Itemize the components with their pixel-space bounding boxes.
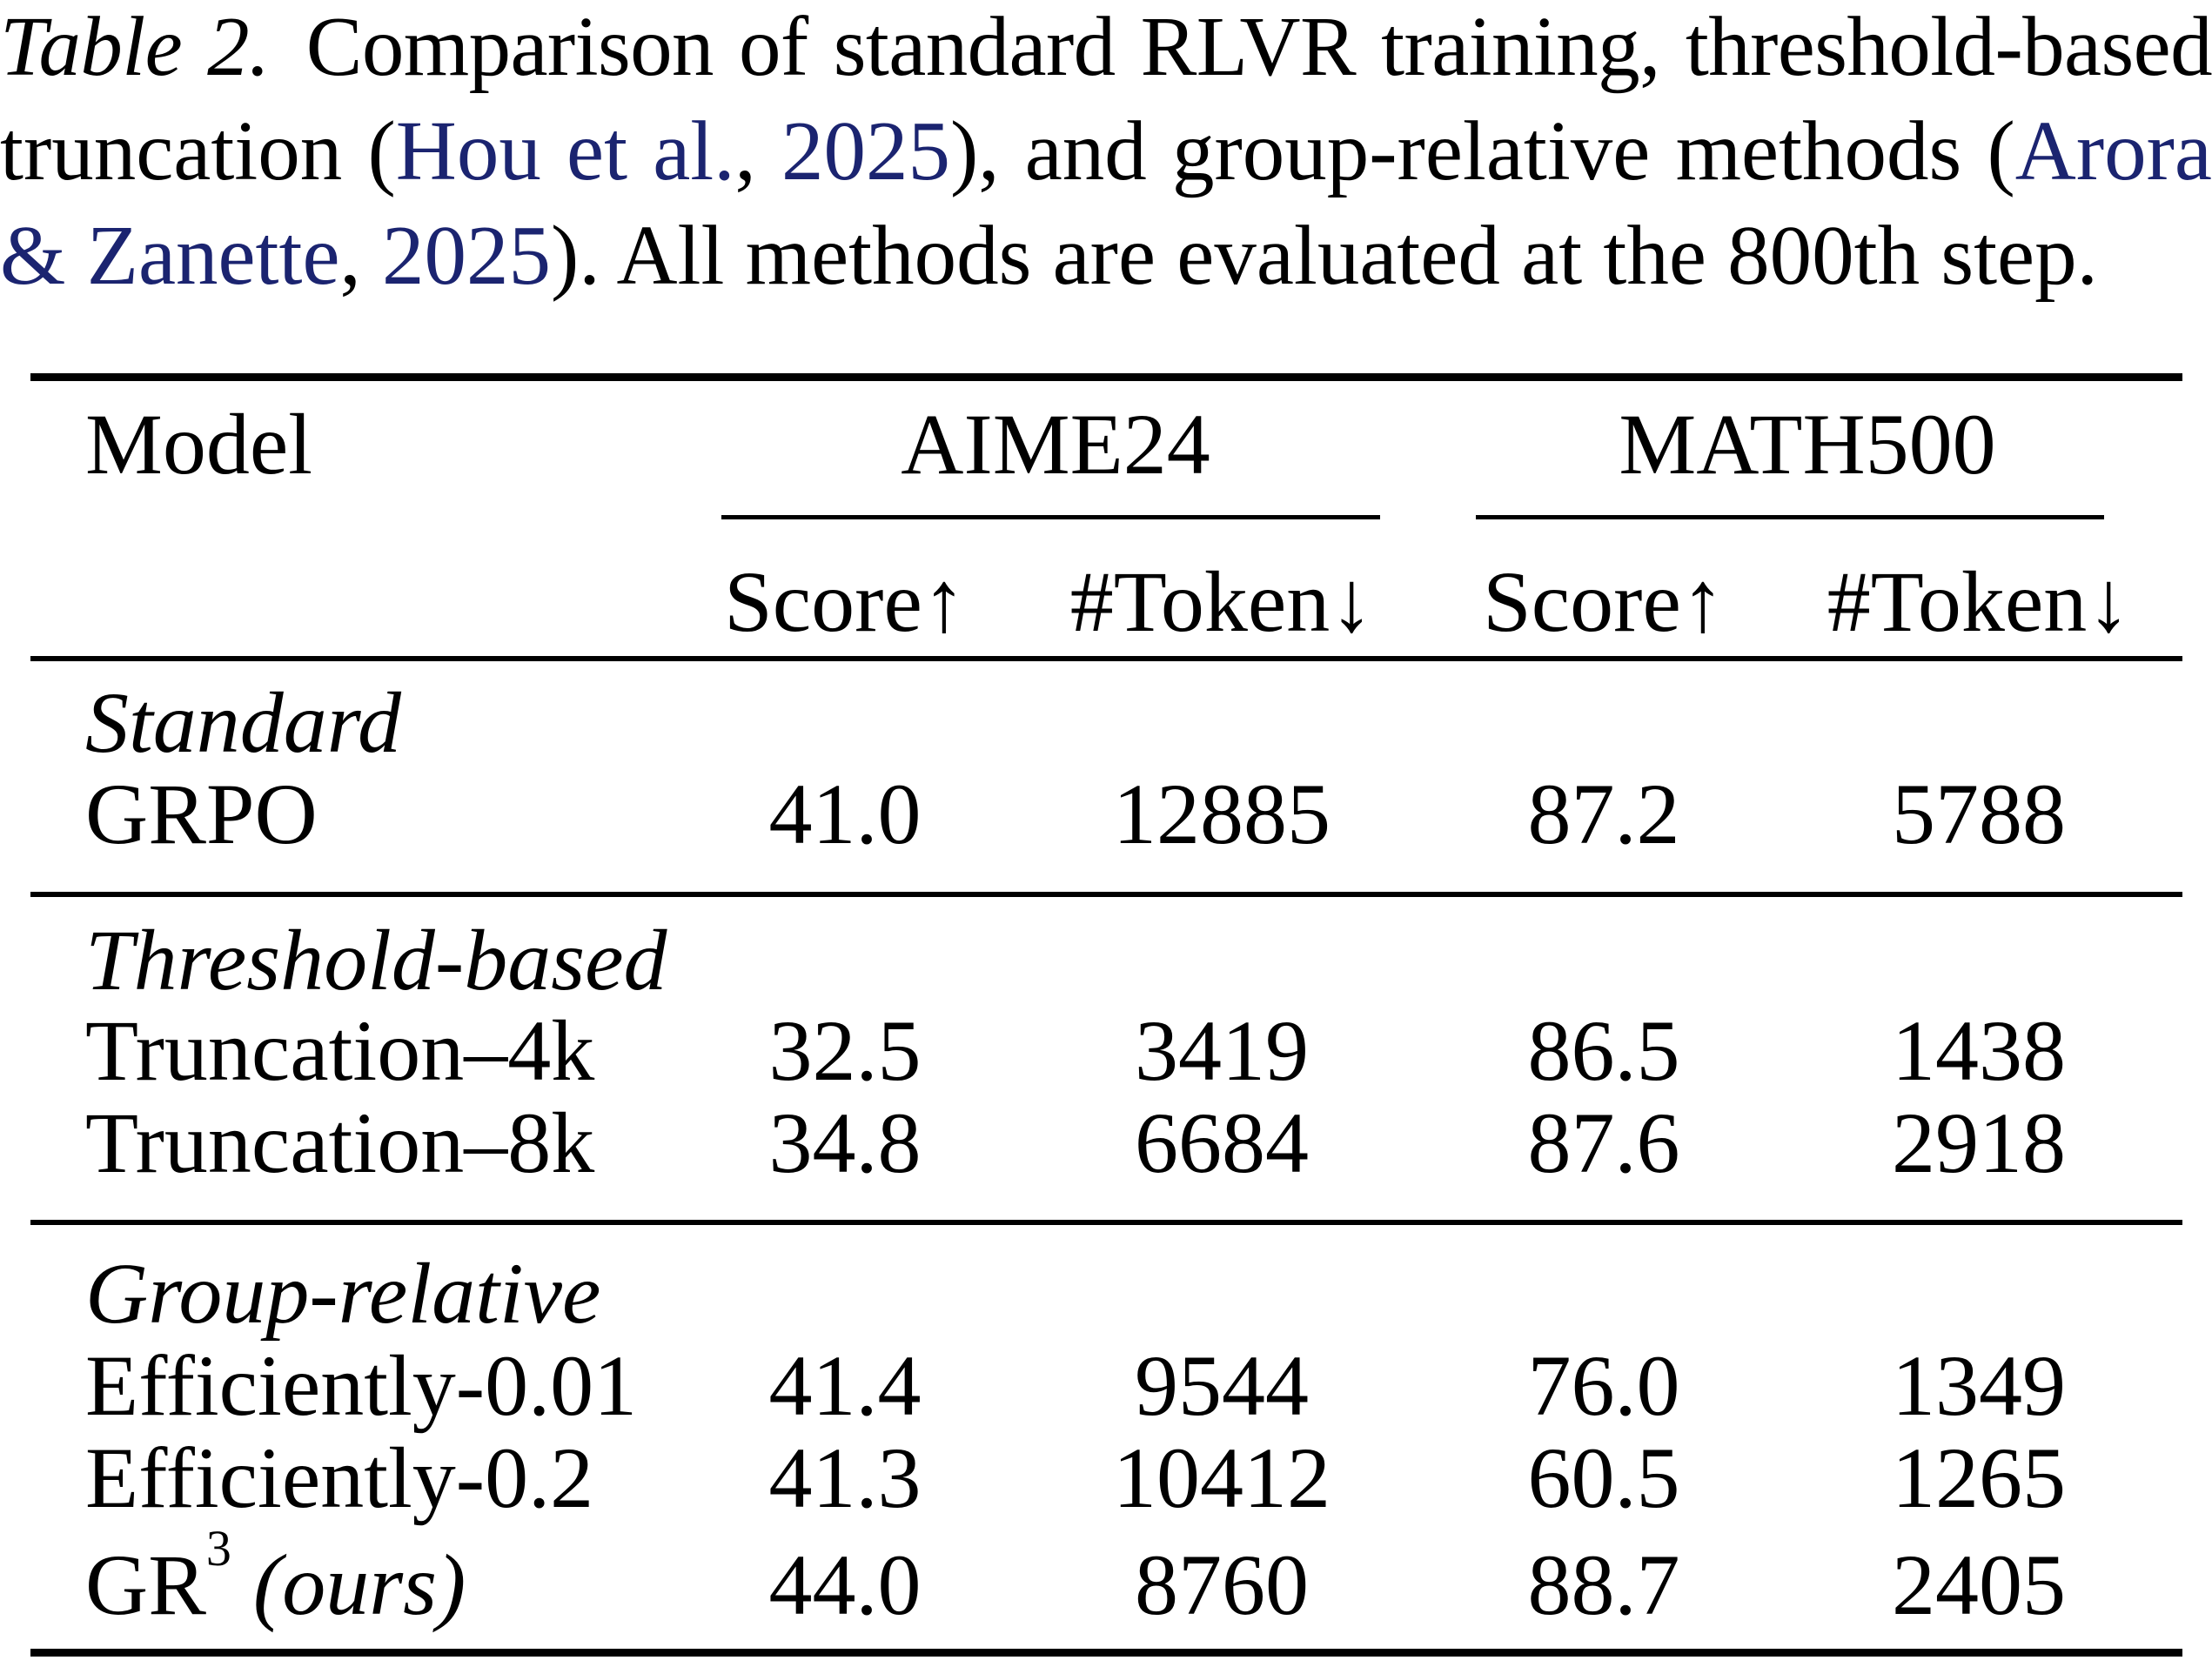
section-label-standard: Standard	[85, 674, 401, 771]
cell-efficiently-0.01-math500-tokens: 1349	[1892, 1337, 2066, 1434]
cell-truncation-4k-math500-score: 86.5	[1527, 1002, 1680, 1099]
cell-efficiently-0.2-model: Efficiently-0.2	[85, 1429, 594, 1526]
section-row-group-relative: Group-relative	[0, 1250, 2212, 1337]
caption-table-label: Table 2.	[0, 0, 270, 93]
cell-grpo-model: GRPO	[85, 766, 318, 862]
cell-grpo-aime24-tokens: 12885	[1113, 766, 1331, 862]
cell-truncation-8k-math500-score: 87.6	[1527, 1095, 1680, 1191]
cell-gr3-math500-tokens: 2405	[1892, 1536, 2066, 1633]
cell-truncation-8k-model: Truncation–8k	[85, 1095, 595, 1191]
gr3-model-superscript: 3	[205, 1520, 231, 1577]
cmidrule-math500	[1476, 515, 2104, 519]
citation-link-arora-authors-part1[interactable]: Arora	[2014, 104, 2212, 197]
cmidrule-aime24	[721, 515, 1380, 519]
table-header-rule	[30, 656, 2182, 661]
table-bottomrule	[30, 1649, 2182, 1657]
caption-line-1: Table 2. Comparison of standard RLVR trai…	[0, 3, 2212, 90]
cell-truncation-8k-aime24-score: 34.8	[768, 1095, 922, 1191]
caption-text: truncation (	[0, 104, 396, 197]
cell-truncation-4k-aime24-tokens: 3419	[1135, 1002, 1309, 1099]
caption-text: Comparison of standard RLVR training, th…	[305, 0, 2212, 93]
caption-line-3: & Zanette, 2025). All methods are evalua…	[0, 212, 2212, 299]
citation-link-arora-authors-part2[interactable]: & Zanette	[0, 209, 340, 302]
section-row-standard: Standard	[0, 680, 2212, 767]
cell-truncation-4k-math500-tokens: 1438	[1892, 1002, 2066, 1099]
cell-efficiently-0.01-aime24-tokens: 9544	[1135, 1337, 1309, 1434]
cell-efficiently-0.01-model: Efficiently-0.01	[85, 1337, 638, 1434]
cell-efficiently-0.2-aime24-tokens: 10412	[1113, 1429, 1331, 1526]
cell-truncation-4k-model: Truncation–4k	[85, 1002, 595, 1099]
cell-grpo-math500-score: 87.2	[1527, 766, 1680, 862]
section-row-threshold-based: Threshold-based	[0, 917, 2212, 1004]
cell-gr3-aime24-tokens: 8760	[1135, 1536, 1309, 1633]
cell-efficiently-0.01-aime24-score: 41.4	[768, 1337, 922, 1434]
cell-efficiently-0.01-math500-score: 76.0	[1527, 1337, 1680, 1434]
gr3-model-base: GR	[85, 1536, 206, 1633]
group-header-math500: MATH500	[1619, 396, 1996, 492]
gr3-model-note: (ours)	[252, 1536, 466, 1633]
subheader-aime24-tokens: #Token↓	[1069, 553, 1374, 650]
section-label-threshold-based: Threshold-based	[85, 912, 667, 1008]
subheader-math500-score: Score↑	[1483, 553, 1725, 650]
subheader-aime24-score: Score↑	[724, 553, 966, 650]
cell-grpo-math500-tokens: 5788	[1892, 766, 2066, 862]
table-midrule-1	[30, 892, 2182, 897]
cell-efficiently-0.2-math500-score: 60.5	[1527, 1429, 1680, 1526]
caption-text: ), and group-relative methods (	[949, 104, 2015, 197]
table-row-gr3-ours: GR3 (ours) 44.0 8760 88.7 2405	[0, 1523, 2212, 1633]
table-toprule	[30, 373, 2182, 381]
citation-link-hou-authors[interactable]: Hou et al.	[395, 104, 735, 197]
caption-text: ,	[734, 104, 781, 197]
table-row-truncation-4k: Truncation–4k 32.5 3419 86.5 1438	[0, 1008, 2212, 1095]
caption-text: ). All methods are evaluated at the 800t…	[551, 209, 2098, 302]
caption-text: ,	[339, 209, 383, 302]
cell-efficiently-0.2-aime24-score: 41.3	[768, 1429, 922, 1526]
table-header-row-groups: Model AIME24 MATH500	[0, 401, 2212, 488]
citation-link-arora-year[interactable]: 2025	[382, 209, 552, 302]
cell-gr3-model: GR3 (ours)	[85, 1523, 466, 1629]
citation-link-hou-year[interactable]: 2025	[781, 104, 950, 197]
caption-line-2: truncation (Hou et al., 2025), and group…	[0, 108, 2212, 195]
table-header-row-metrics: Score↑ #Token↓ Score↑ #Token↓	[0, 559, 2212, 646]
cell-truncation-8k-math500-tokens: 2918	[1892, 1095, 2066, 1191]
cell-grpo-aime24-score: 41.0	[768, 766, 922, 862]
section-label-group-relative: Group-relative	[85, 1245, 601, 1342]
cell-gr3-aime24-score: 44.0	[768, 1536, 922, 1633]
table-row-efficiently-0.01: Efficiently-0.01 41.4 9544 76.0 1349	[0, 1342, 2212, 1429]
cell-gr3-math500-score: 88.7	[1527, 1536, 1680, 1633]
group-header-aime24: AIME24	[901, 396, 1210, 492]
column-header-model: Model	[85, 396, 313, 492]
table-row-truncation-8k: Truncation–8k 34.8 6684 87.6 2918	[0, 1100, 2212, 1187]
table-row-efficiently-0.2: Efficiently-0.2 41.3 10412 60.5 1265	[0, 1435, 2212, 1522]
table-row-grpo: GRPO 41.0 12885 87.2 5788	[0, 771, 2212, 858]
subheader-math500-tokens: #Token↓	[1827, 553, 2131, 650]
table-midrule-2	[30, 1220, 2182, 1225]
cell-efficiently-0.2-math500-tokens: 1265	[1892, 1429, 2066, 1526]
cell-truncation-8k-aime24-tokens: 6684	[1135, 1095, 1309, 1191]
cell-truncation-4k-aime24-score: 32.5	[768, 1002, 922, 1099]
